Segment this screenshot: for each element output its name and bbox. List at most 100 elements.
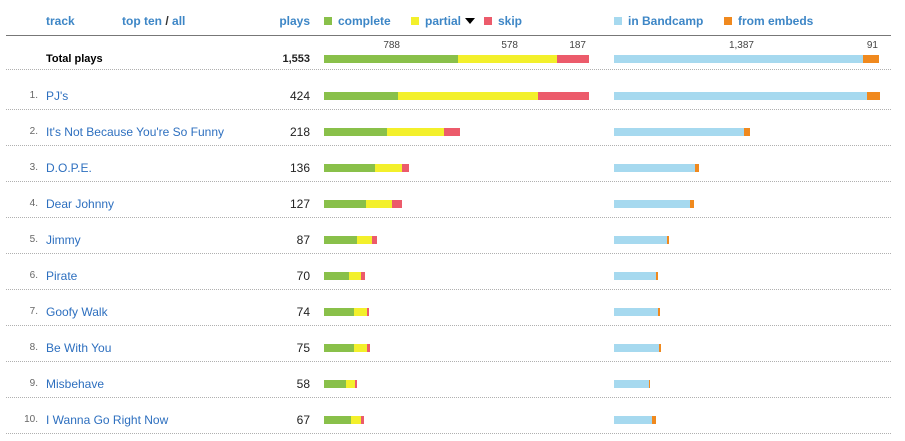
track-link[interactable]: Jimmy <box>46 233 81 247</box>
track-source-bar <box>614 380 650 388</box>
row-divider <box>6 397 891 398</box>
skip-segment <box>367 308 369 316</box>
total-divider <box>6 69 891 70</box>
partial-label: partial <box>425 14 462 28</box>
skip-segment <box>392 200 402 208</box>
track-play-type-bar <box>324 128 460 136</box>
separator-slash: / <box>165 14 169 28</box>
legend-in-bandcamp[interactable]: in Bandcamp <box>614 14 703 28</box>
track-plays-count: 58 <box>296 377 310 391</box>
top-ten-link[interactable]: top ten <box>122 14 162 28</box>
row-divider <box>6 433 891 434</box>
track-sort-link[interactable]: track <box>46 14 75 28</box>
total-embeds-value: 91 <box>866 40 878 51</box>
complete-segment <box>324 308 354 316</box>
in-bandcamp-label: in Bandcamp <box>628 14 704 28</box>
track-rank: 6. <box>29 270 38 281</box>
in-bandcamp-segment <box>614 344 659 352</box>
track-source-bar <box>614 272 658 280</box>
track-rank: 2. <box>29 126 38 137</box>
row-divider <box>6 109 891 110</box>
row-divider <box>6 145 891 146</box>
track-source-bar <box>614 200 694 208</box>
track-rank: 10. <box>24 414 38 425</box>
track-play-type-bar <box>324 380 357 388</box>
track-link[interactable]: Misbehave <box>46 377 105 391</box>
track-source-bar <box>614 92 880 100</box>
partial-segment <box>354 344 367 352</box>
from-embeds-segment <box>659 344 661 352</box>
track-plays-count: 424 <box>289 89 310 103</box>
track-link[interactable]: Be With You <box>46 341 112 355</box>
row-divider <box>6 361 891 362</box>
plays-column-header[interactable]: plays <box>250 14 310 28</box>
track-link[interactable]: D.O.P.E. <box>46 161 92 175</box>
row-divider <box>6 253 891 254</box>
skip-segment <box>444 128 460 136</box>
track-play-type-bar <box>324 416 364 424</box>
partial-segment <box>351 416 361 424</box>
legend-skip[interactable]: skip <box>484 14 522 28</box>
track-column-header[interactable]: track <box>46 14 75 28</box>
skip-label: skip <box>498 14 523 28</box>
dropdown-caret-icon[interactable] <box>465 18 476 24</box>
partial-swatch <box>411 17 419 25</box>
track-link[interactable]: Goofy Walk <box>46 305 108 319</box>
in-bandcamp-segment <box>614 416 652 424</box>
from-embeds-segment <box>690 200 694 208</box>
from-embeds-segment <box>695 164 699 172</box>
from-embeds-label: from embeds <box>738 14 814 28</box>
track-link[interactable]: Pirate <box>46 269 78 283</box>
total-complete-value: 788 <box>383 40 400 51</box>
in-bandcamp-segment <box>614 380 649 388</box>
from-embeds-segment <box>667 236 669 244</box>
complete-segment <box>324 164 375 172</box>
from-embeds-segment <box>656 272 658 280</box>
track-link[interactable]: I Wanna Go Right Now <box>46 413 169 427</box>
row-divider <box>6 325 891 326</box>
total-source-bar <box>614 55 879 63</box>
in-bandcamp-segment <box>614 164 695 172</box>
track-plays-count: 75 <box>296 341 310 355</box>
complete-segment <box>324 416 351 424</box>
total-skip-value: 187 <box>569 40 586 51</box>
track-plays-count: 67 <box>296 413 310 427</box>
track-plays-count: 218 <box>289 125 310 139</box>
track-rank: 9. <box>29 378 38 389</box>
total-plays-count: 1,553 <box>282 53 310 65</box>
skip-segment <box>557 55 589 63</box>
track-plays-count: 136 <box>289 161 310 175</box>
in-bandcamp-segment <box>614 308 658 316</box>
in-bandcamp-segment <box>614 92 867 100</box>
partial-segment <box>387 128 444 136</box>
legend-from-embeds[interactable]: from embeds <box>724 14 813 28</box>
complete-segment <box>324 380 346 388</box>
track-play-type-bar <box>324 308 369 316</box>
legend-partial[interactable]: partial <box>411 14 476 28</box>
plays-sort-link[interactable]: plays <box>279 14 310 28</box>
in-bandcamp-segment <box>614 128 744 136</box>
all-link[interactable]: all <box>172 14 186 28</box>
complete-segment <box>324 55 458 63</box>
total-plays-label: Total plays <box>46 53 103 65</box>
total-partial-value: 578 <box>501 40 518 51</box>
from-embeds-segment <box>649 380 650 388</box>
partial-segment <box>354 308 367 316</box>
skip-segment <box>361 272 365 280</box>
total-bandcamp-value: 1,387 <box>728 40 754 51</box>
from-embeds-swatch <box>724 17 732 25</box>
track-link[interactable]: Dear Johnny <box>46 197 115 211</box>
skip-segment <box>355 380 357 388</box>
track-link[interactable]: It's Not Because You're So Funny <box>46 125 225 139</box>
track-rank: 7. <box>29 306 38 317</box>
skip-segment <box>361 416 364 424</box>
track-source-bar <box>614 236 669 244</box>
header-divider <box>6 35 891 36</box>
row-divider <box>6 181 891 182</box>
in-bandcamp-segment <box>614 55 863 63</box>
track-rank: 8. <box>29 342 38 353</box>
complete-label: complete <box>338 14 391 28</box>
track-link[interactable]: PJ's <box>46 89 69 103</box>
from-embeds-segment <box>658 308 660 316</box>
legend-complete[interactable]: complete <box>324 14 391 28</box>
